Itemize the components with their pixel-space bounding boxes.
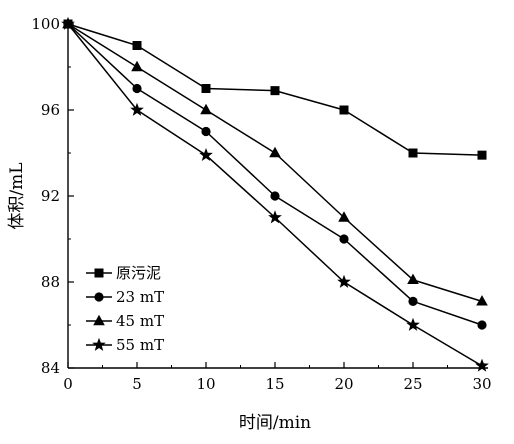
legend-label-55-mt: 55 mT (116, 336, 164, 354)
data-point-23-mt (201, 126, 211, 137)
y-tick-label: 96 (41, 101, 60, 119)
data-point-series-1 (339, 105, 349, 115)
data-point-45-mt (200, 103, 212, 115)
legend-marker-45-mt (93, 314, 105, 326)
legend-marker-23-mt (94, 292, 104, 302)
legend-item-55-mt: 55 mT (86, 336, 164, 354)
data-point-series-1 (477, 150, 487, 160)
y-tick-label: 92 (41, 187, 60, 205)
legend-item-series-1: 原污泥 (86, 264, 161, 282)
x-tick-label: 5 (132, 375, 142, 393)
series-55-mt (61, 16, 489, 372)
data-point-series-1 (201, 84, 211, 93)
data-point-23-mt (477, 320, 487, 330)
data-point-series-1 (408, 148, 418, 158)
y-axis-ticks: 84 88 92 96 100 (31, 15, 74, 377)
series-45-mt (62, 17, 488, 306)
data-point-55-mt (268, 210, 282, 224)
axes: 0 5 10 15 20 25 30 84 88 92 96 100 (31, 15, 491, 393)
legend-marker-series-1 (94, 268, 104, 278)
data-point-45-mt (476, 295, 488, 306)
data-point-23-mt (339, 234, 349, 244)
data-point-45-mt (269, 146, 281, 158)
data-point-23-mt (408, 296, 418, 306)
data-point-series-1 (132, 41, 142, 50)
data-point-45-mt (131, 60, 143, 72)
data-point-series-1 (270, 86, 280, 96)
y-tick-label: 100 (31, 15, 60, 33)
legend: 原污泥 23 mT 45 mT 55 mT (86, 264, 164, 354)
y-tick-label: 88 (41, 273, 60, 291)
legend-label-23-mt: 23 mT (116, 288, 164, 306)
x-tick-label: 30 (472, 375, 491, 393)
x-tick-label: 0 (63, 375, 73, 393)
series-series-1 (63, 19, 487, 160)
legend-label-45-mt: 45 mT (116, 312, 164, 330)
x-axis-title: 时间/min (239, 413, 311, 433)
legend-label-series-1: 原污泥 (116, 264, 161, 282)
y-axis-title: 体积/mL (7, 162, 27, 229)
x-axis-ticks: 0 5 10 15 20 25 30 (63, 362, 492, 393)
data-point-55-mt (406, 317, 420, 331)
x-tick-label: 15 (265, 375, 284, 393)
data-point-55-mt (475, 358, 489, 372)
series-layer (61, 16, 489, 372)
legend-item-45-mt: 45 mT (86, 312, 164, 330)
y-tick-label: 84 (41, 359, 60, 377)
data-point-23-mt (270, 191, 280, 201)
legend-marker-55-mt (92, 337, 106, 351)
data-point-23-mt (132, 83, 142, 94)
data-point-45-mt (407, 273, 419, 285)
x-tick-label: 25 (403, 375, 422, 393)
data-point-55-mt (130, 102, 144, 116)
data-point-55-mt (199, 147, 213, 161)
data-point-55-mt (337, 274, 351, 288)
data-point-45-mt (338, 211, 350, 222)
x-tick-label: 20 (334, 375, 353, 393)
x-tick-label: 10 (196, 375, 215, 393)
legend-item-23-mt: 23 mT (86, 288, 164, 306)
series-line-45-mt (67, 23, 483, 303)
data-point-55-mt (61, 16, 75, 30)
